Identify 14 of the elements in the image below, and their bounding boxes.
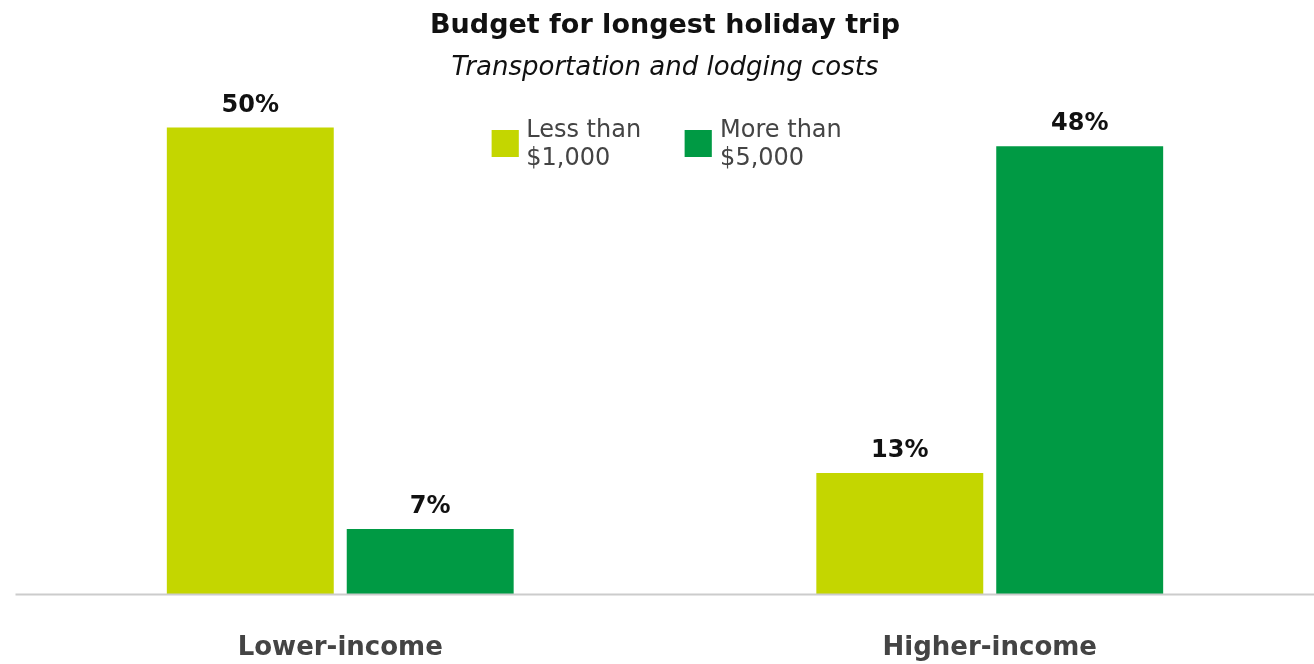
data-label: 7% bbox=[409, 491, 451, 520]
x-tick-label: Lower-income bbox=[237, 630, 443, 661]
legend-label: Less than $1,000 bbox=[526, 115, 642, 171]
chart-title: Budget for longest holiday trip bbox=[430, 7, 900, 39]
x-tick-label: Higher-income bbox=[882, 630, 1097, 661]
data-label: 50% bbox=[221, 89, 280, 118]
bar bbox=[166, 127, 334, 595]
bar bbox=[996, 146, 1164, 595]
chart-subtitle: Transportation and lodging costs bbox=[451, 50, 879, 81]
bar bbox=[346, 529, 514, 595]
legend-label: More than $5,000 bbox=[720, 115, 842, 171]
data-label: 48% bbox=[1050, 108, 1109, 137]
bar bbox=[816, 473, 984, 595]
data-label: 13% bbox=[871, 435, 929, 464]
